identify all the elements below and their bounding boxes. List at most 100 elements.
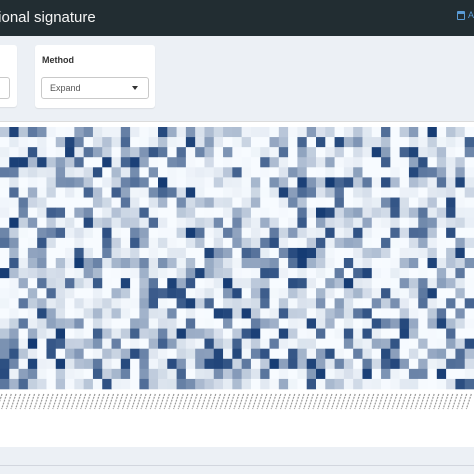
heatmap-cell xyxy=(260,278,270,289)
heatmap-cell xyxy=(353,127,363,138)
heatmap-cell xyxy=(92,348,103,360)
axis-tick-mark xyxy=(56,393,63,410)
heatmap-cell xyxy=(390,197,400,208)
heatmap-cell xyxy=(343,378,354,390)
heatmap-cell xyxy=(362,127,373,138)
heatmap-cell xyxy=(408,308,419,319)
heatmap-cell xyxy=(148,197,159,208)
axis-tick-mark xyxy=(289,393,296,410)
heatmap-cell xyxy=(9,137,19,148)
heatmap-cell xyxy=(260,268,270,279)
heatmap-cell xyxy=(306,328,317,339)
heatmap-cell xyxy=(418,187,428,198)
heatmap-cell xyxy=(9,197,19,208)
left-input-field[interactable] xyxy=(0,77,10,99)
heatmap-cell xyxy=(464,237,474,249)
heatmap-cell xyxy=(213,207,224,218)
heatmap-cell xyxy=(92,298,103,309)
heatmap-cell xyxy=(158,187,168,198)
heatmap-cell xyxy=(464,268,474,279)
heatmap-cell xyxy=(418,288,428,299)
heatmap-cell xyxy=(260,338,270,349)
top-right-link[interactable]: A xyxy=(456,10,474,20)
heatmap-cell xyxy=(204,207,215,218)
heatmap-cell xyxy=(167,217,177,229)
heatmap-cell xyxy=(343,258,354,269)
heatmap-cell xyxy=(27,147,38,158)
heatmap-cell xyxy=(343,207,354,218)
heatmap-cell xyxy=(334,378,345,390)
heatmap-cell xyxy=(427,157,438,168)
heatmap-cell xyxy=(74,338,84,349)
axis-tick-mark xyxy=(317,393,324,410)
heatmap-cell xyxy=(83,147,94,158)
heatmap-cell xyxy=(139,368,149,380)
heatmap-cell xyxy=(408,177,419,188)
heatmap-cell xyxy=(436,288,447,299)
heatmap-cell xyxy=(46,217,57,229)
heatmap-cell xyxy=(92,137,103,148)
heatmap-cell xyxy=(213,147,224,158)
heatmap-cell xyxy=(390,338,400,349)
heatmap-cell xyxy=(390,127,400,138)
heatmap-cell xyxy=(353,268,363,279)
heatmap-cell xyxy=(130,298,140,309)
heatmap-cell xyxy=(232,358,242,370)
heatmap-cell xyxy=(111,237,122,249)
heatmap-cell xyxy=(27,308,38,319)
axis-tick-mark xyxy=(70,393,77,410)
heatmap-cell xyxy=(83,278,94,289)
heatmap-cell xyxy=(148,127,159,138)
heatmap-cell xyxy=(334,207,345,218)
heatmap-cell xyxy=(46,197,57,208)
heatmap-cell xyxy=(316,147,326,158)
heatmap-cell xyxy=(111,268,122,279)
heatmap-cell xyxy=(83,268,94,279)
heatmap-cell xyxy=(213,187,224,198)
heatmap-cell xyxy=(241,358,252,370)
heatmap-cell xyxy=(269,167,280,178)
heatmap-cell xyxy=(381,358,391,370)
heatmap-cell xyxy=(381,147,391,158)
heatmap-cell xyxy=(18,167,29,178)
heatmap-cell xyxy=(167,268,177,279)
left-control-card xyxy=(0,45,17,107)
heatmap-cell xyxy=(204,358,215,370)
heatmap-cell xyxy=(371,308,382,319)
heatmap-cell xyxy=(83,227,94,239)
heatmap-cell xyxy=(213,318,224,329)
axis-tick-mark xyxy=(38,393,45,410)
heatmap-cell xyxy=(195,308,205,319)
heatmap-cell xyxy=(204,338,215,349)
heatmap-cell xyxy=(250,137,261,148)
heatmap-cell xyxy=(0,308,10,319)
axis-tick-mark xyxy=(131,393,138,410)
heatmap-cell xyxy=(241,237,252,249)
heatmap-cell xyxy=(316,187,326,198)
heatmap-cell xyxy=(316,247,326,259)
heatmap-cell xyxy=(46,187,57,198)
heatmap-cell xyxy=(381,207,391,218)
heatmap-cell xyxy=(213,217,224,229)
heatmap-cell xyxy=(418,268,428,279)
heatmap-cell xyxy=(325,328,335,339)
heatmap-cell xyxy=(343,177,354,188)
heatmap-cell xyxy=(0,127,10,138)
heatmap-cell xyxy=(195,278,205,289)
axis-tick-mark xyxy=(159,393,166,410)
heatmap-cell xyxy=(27,298,38,309)
heatmap-cell xyxy=(446,137,456,148)
heatmap-cell xyxy=(213,358,224,370)
method-select[interactable]: Expand xyxy=(41,77,149,99)
heatmap-cell xyxy=(418,177,428,188)
heatmap-cell xyxy=(185,177,196,188)
heatmap-cell xyxy=(427,368,438,380)
heatmap-cell xyxy=(371,247,382,259)
heatmap-cell xyxy=(232,368,242,380)
heatmap-cell xyxy=(204,177,215,188)
heatmap-cell xyxy=(232,137,242,148)
heatmap-cell xyxy=(446,298,456,309)
heatmap-cell xyxy=(213,378,224,390)
heatmap-cell xyxy=(37,348,47,360)
heatmap-cell xyxy=(167,288,177,299)
